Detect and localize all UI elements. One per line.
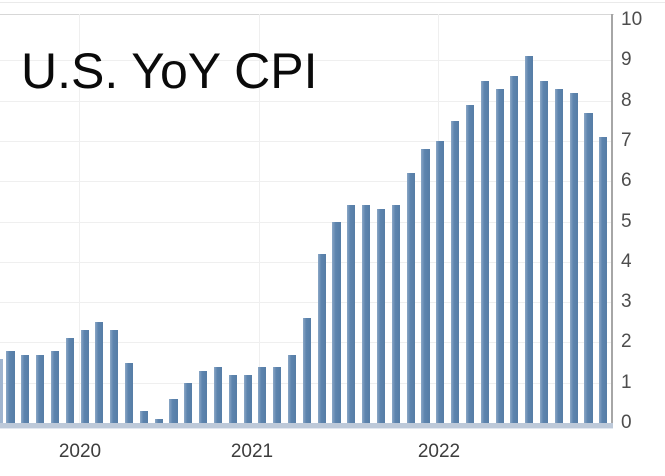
y-tick-label: 1: [621, 372, 632, 393]
y-tick-label: 6: [621, 170, 632, 191]
y-tick-label: 2: [621, 331, 632, 352]
y-tick-label: 4: [621, 251, 632, 272]
bar: [584, 112, 593, 423]
bar: [139, 410, 148, 423]
bar: [451, 120, 460, 424]
y-tick-label: 7: [621, 130, 632, 151]
y-tick-label: 10: [621, 9, 643, 30]
h-gridline: [0, 141, 611, 142]
bar: [21, 354, 30, 423]
y-tick-label: 3: [621, 291, 632, 312]
chart-title: U.S. YoY CPI: [21, 43, 318, 99]
bar: [154, 419, 163, 423]
y-tick-label: 0: [621, 412, 632, 433]
bar: [6, 350, 15, 423]
bar: [228, 374, 237, 423]
h-gridline: [0, 181, 611, 182]
bar: [184, 382, 193, 423]
y-tick-label: 5: [621, 211, 632, 232]
bar: [95, 322, 104, 424]
bar: [362, 205, 371, 423]
bar: [50, 350, 60, 423]
h-gridline: [0, 60, 611, 61]
x-axis-baseline-band: [0, 423, 613, 429]
y-axis-line: [611, 14, 613, 427]
bar: [125, 362, 134, 423]
bar: [110, 330, 119, 423]
bar: [569, 92, 578, 423]
bar: [554, 88, 563, 423]
bar: [525, 56, 534, 423]
bar: [465, 104, 474, 423]
x-tick-label: 2022: [417, 441, 461, 462]
bar: [436, 140, 445, 423]
bar: [421, 149, 430, 423]
h-gridline: [0, 302, 611, 303]
bar: [199, 370, 208, 423]
top-edge-line: [0, 2, 665, 3]
bar: [317, 253, 326, 423]
bar: [406, 173, 415, 423]
bar: [391, 205, 400, 423]
bar: [213, 366, 223, 423]
bar: [510, 76, 519, 423]
bar: [273, 366, 282, 423]
bar: [376, 209, 386, 423]
bar: [332, 221, 341, 423]
x-tick-label: 2021: [230, 441, 274, 462]
x-tick-label: 2020: [58, 441, 102, 462]
bar: [480, 80, 489, 423]
bar: [302, 318, 311, 423]
v-gridline-year: [259, 14, 260, 423]
bar: [80, 330, 89, 423]
bar: [495, 88, 504, 423]
bar: [243, 374, 252, 423]
v-gridline-year: [79, 14, 80, 423]
y-tick-label: 9: [621, 49, 632, 70]
h-gridline: [0, 101, 611, 102]
h-gridline: [0, 262, 611, 263]
bar: [0, 358, 3, 423]
plot-top-border: [0, 14, 614, 15]
bar: [288, 354, 297, 423]
bar: [258, 366, 267, 423]
bar: [599, 136, 608, 423]
bar: [169, 398, 178, 423]
bar: [347, 205, 356, 423]
y-tick-label: 8: [621, 90, 632, 111]
bar: [65, 338, 74, 423]
bar: [539, 80, 549, 423]
h-gridline: [0, 222, 611, 223]
bar: [36, 354, 45, 423]
